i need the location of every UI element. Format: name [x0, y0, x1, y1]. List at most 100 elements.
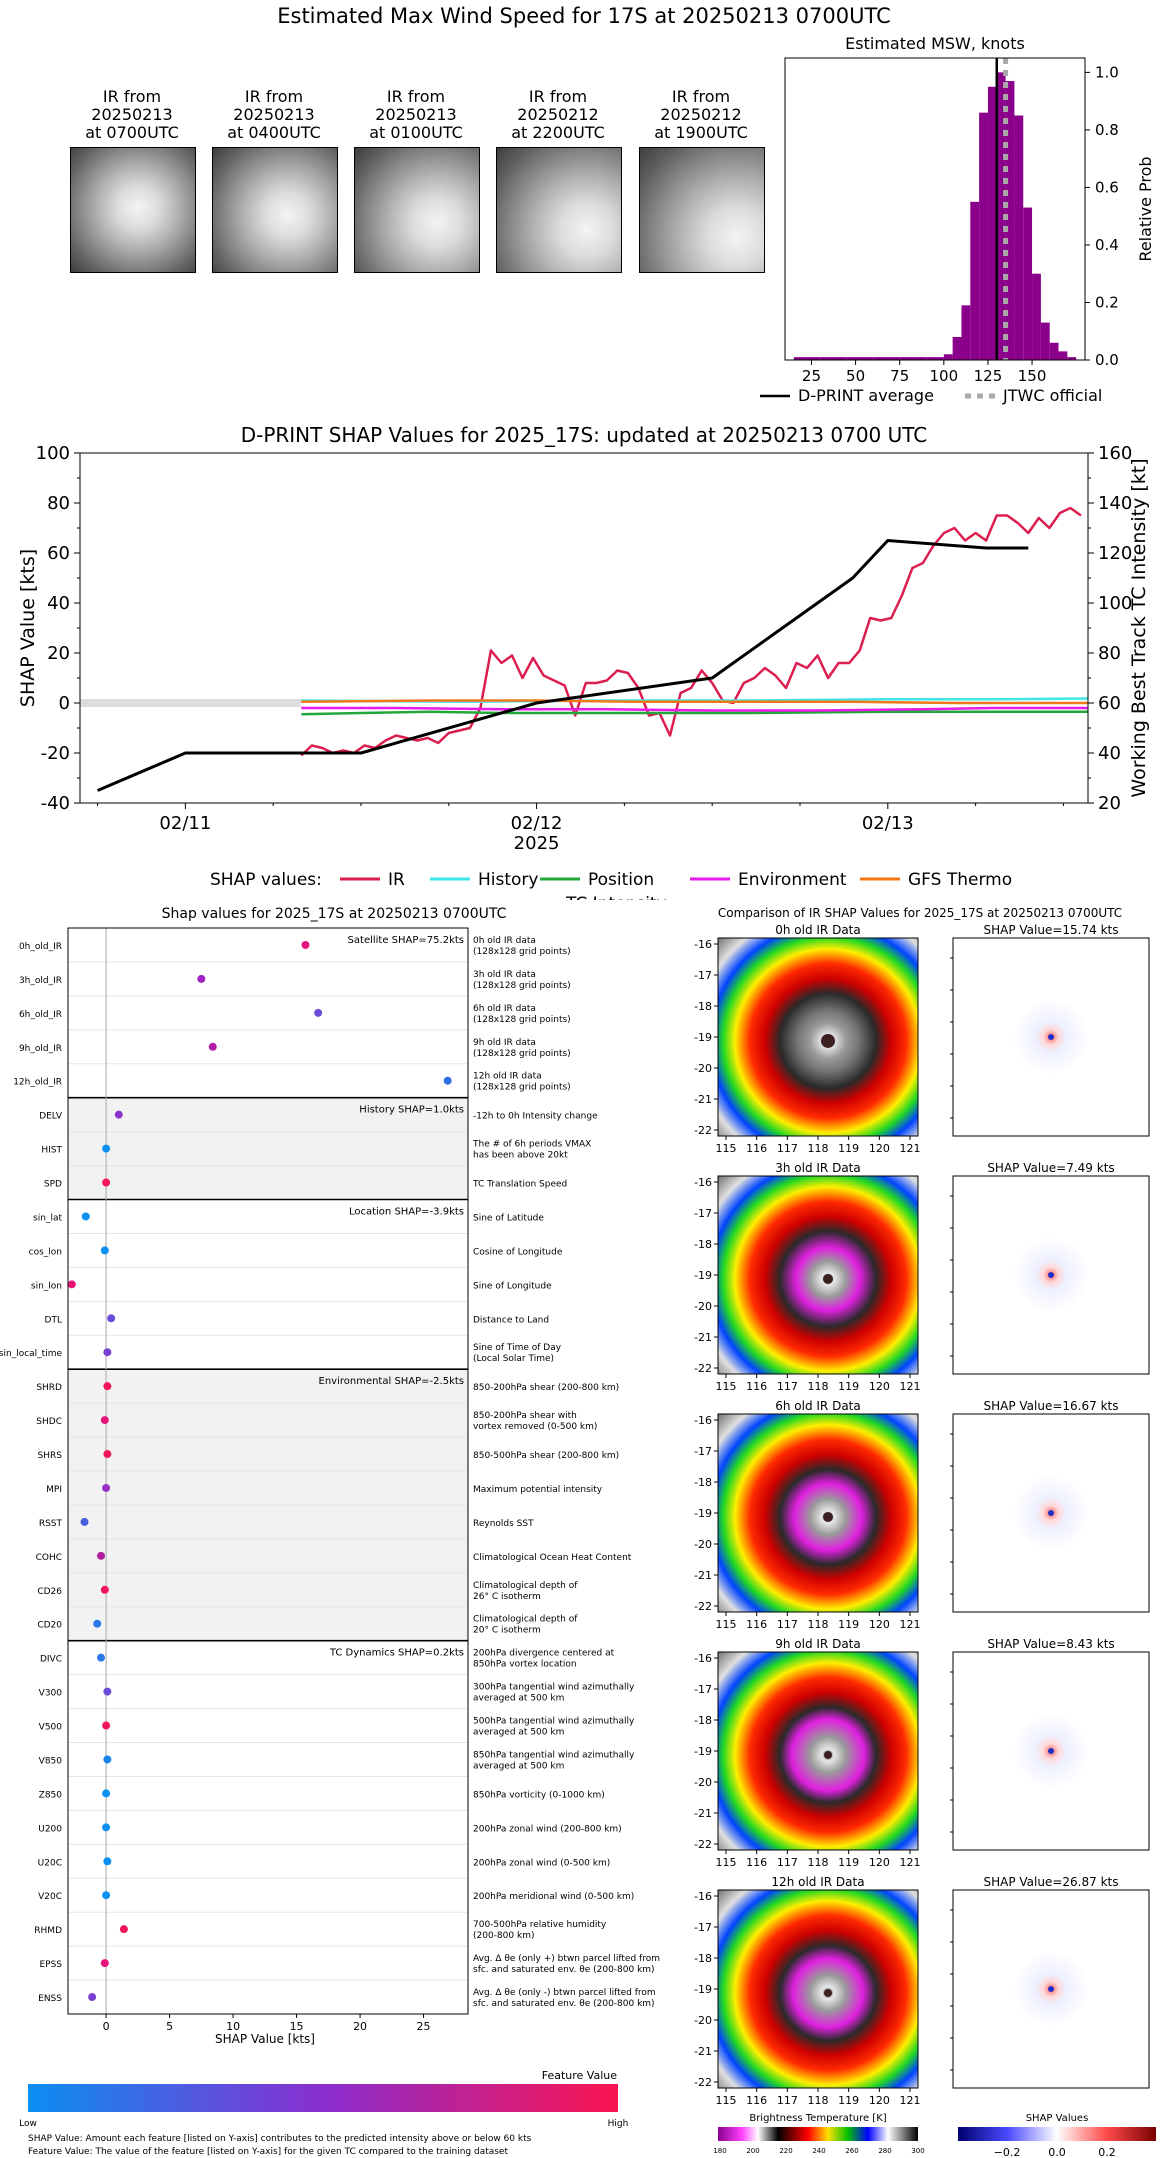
shap-center	[1048, 1748, 1054, 1754]
feature-point	[102, 1721, 111, 1730]
lon-tick-label: 116	[746, 2094, 767, 2107]
feature-point	[119, 1925, 128, 1934]
feature-name: MPI	[46, 1485, 62, 1495]
lon-tick-label: 115	[716, 1380, 737, 1393]
feature-description: (Local Solar Time)	[473, 1354, 554, 1364]
lat-tick-label: -16	[694, 938, 712, 951]
feature-description: 20° C isotherm	[473, 1626, 541, 1636]
feature-name: V500	[39, 1723, 63, 1733]
lat-tick-label: -20	[694, 1300, 712, 1313]
lat-tick-label: -16	[694, 1176, 712, 1189]
lon-tick-label: 120	[869, 1618, 890, 1631]
ir-panel-image	[717, 937, 919, 1137]
group-shading	[68, 1097, 468, 1200]
shap-colorbar-tick-label: −0.2	[994, 2146, 1021, 2158]
feature-point	[314, 1008, 323, 1017]
ir-panel-image	[717, 1651, 919, 1851]
y-tick-label: 0	[59, 693, 70, 714]
series-line-position	[301, 710, 1088, 716]
ir-eye	[821, 1033, 835, 1048]
histogram-bar	[837, 357, 847, 360]
histogram-bar	[1049, 342, 1059, 360]
ir-panel-title: 6h old IR Data	[775, 1399, 861, 1413]
lat-tick-label: -18	[694, 1476, 712, 1489]
ir-thumbnail-image	[212, 147, 338, 273]
feature-point	[93, 1619, 102, 1628]
lat-tick-label: -17	[694, 1921, 712, 1934]
histogram-bar	[855, 357, 865, 360]
legend-label-environment: Environment	[738, 870, 847, 890]
msw-histogram-chart: Estimated MSW, knots 25 50 75 100 125 150 0.0 0.…	[760, 34, 1155, 405]
histogram-bar	[943, 354, 953, 360]
lon-tick-label: 119	[838, 1380, 859, 1393]
histogram-bar	[864, 357, 874, 360]
lon-tick-label: 118	[808, 1856, 829, 1869]
feature-name: sin_lat	[33, 1213, 62, 1223]
feature-description: sfc. and saturated env. θe (200-800 km)	[473, 1999, 655, 2009]
lat-tick-label: -21	[694, 1807, 712, 1820]
y2-tick-label: 60	[1098, 693, 1121, 714]
histogram-bar	[935, 357, 944, 360]
y-tick-label: 60	[47, 543, 70, 564]
colorbar-high-label: High	[608, 2119, 629, 2129]
ir-thumbnail-label: IR from 20250212 at 1900UTC	[631, 88, 771, 142]
feature-description: (128x128 grid points)	[473, 1083, 571, 1093]
lat-tick-label: -19	[694, 1507, 712, 1520]
colorbar-low-label: Low	[19, 2119, 37, 2129]
feature-description: 850hPa tangential wind azimuthally	[473, 1750, 635, 1760]
histogram-x-tick-label: 100	[930, 367, 959, 385]
feature-name: RHMD	[34, 1926, 62, 1936]
histogram-bar	[820, 357, 830, 360]
histogram-y-tick-label: 0.0	[1095, 351, 1119, 369]
feature-chart-title: Shap values for 2025_17S at 20250213 070…	[162, 906, 507, 922]
histogram-x-tick-label: 50	[846, 367, 865, 385]
ir-thumbnail-label: IR from 20250213 at 0100UTC	[346, 88, 486, 142]
feature-name: HIST	[41, 1146, 62, 1156]
feature-point	[102, 1144, 111, 1153]
feature-name: sin_local_time	[0, 1349, 62, 1359]
lat-tick-label: -18	[694, 1952, 712, 1965]
histogram-bar	[1005, 81, 1015, 360]
feature-description: 200hPa divergence centered at	[473, 1649, 615, 1659]
lon-tick-label: 115	[716, 1142, 737, 1155]
lon-tick-label: 120	[869, 1142, 890, 1155]
ir-thumbnail-image	[70, 147, 196, 273]
y-tick-label: 20	[47, 643, 70, 664]
histogram-y-label: Relative Prob	[1136, 156, 1155, 261]
histogram-title: Estimated MSW, knots	[845, 34, 1025, 53]
lat-tick-label: -19	[694, 1269, 712, 1282]
legend-title: SHAP values:	[210, 870, 322, 890]
feature-x-tick-label: 5	[166, 2020, 173, 2033]
feature-description: (128x128 grid points)	[473, 1015, 571, 1025]
feature-point	[301, 940, 310, 949]
lat-tick-label: -21	[694, 1331, 712, 1344]
lon-tick-label: 121	[900, 2094, 921, 2107]
legend-dprint-label: D-PRINT average	[798, 386, 934, 405]
feature-description: Climatological depth of	[473, 1615, 578, 1625]
lon-tick-label: 117	[777, 1618, 798, 1631]
lat-tick-label: -19	[694, 1031, 712, 1044]
feature-name: cos_lon	[29, 1247, 62, 1257]
lon-tick-label: 121	[900, 1380, 921, 1393]
shap-timeseries-chart: D-PRINT SHAP Values for 2025_17S: update…	[17, 423, 1150, 900]
feature-description: TC Translation Speed	[472, 1180, 567, 1190]
lat-tick-label: -17	[694, 1445, 712, 1458]
legend-label-ir: IR	[388, 870, 405, 890]
feature-description: (200-800 km)	[473, 1931, 534, 1941]
feature-point	[100, 1959, 109, 1968]
feature-point	[102, 1789, 111, 1798]
feature-name: V300	[39, 1689, 63, 1699]
histogram-bar	[899, 357, 909, 360]
lon-tick-label: 119	[838, 2094, 859, 2107]
lon-tick-label: 120	[869, 2094, 890, 2107]
lon-tick-label: 119	[838, 1142, 859, 1155]
lat-tick-label: -22	[694, 1838, 712, 1851]
feature-name: V850	[39, 1756, 63, 1766]
shap-colorbar	[958, 2127, 1156, 2141]
histogram-y-tick-label: 0.2	[1095, 293, 1119, 311]
ir-thumbnail-image	[354, 147, 480, 273]
feature-value-colorbar	[28, 2084, 618, 2112]
ir-eye	[824, 1988, 832, 1997]
feature-point	[102, 1823, 111, 1832]
y2-tick-label: 100	[1098, 593, 1132, 614]
